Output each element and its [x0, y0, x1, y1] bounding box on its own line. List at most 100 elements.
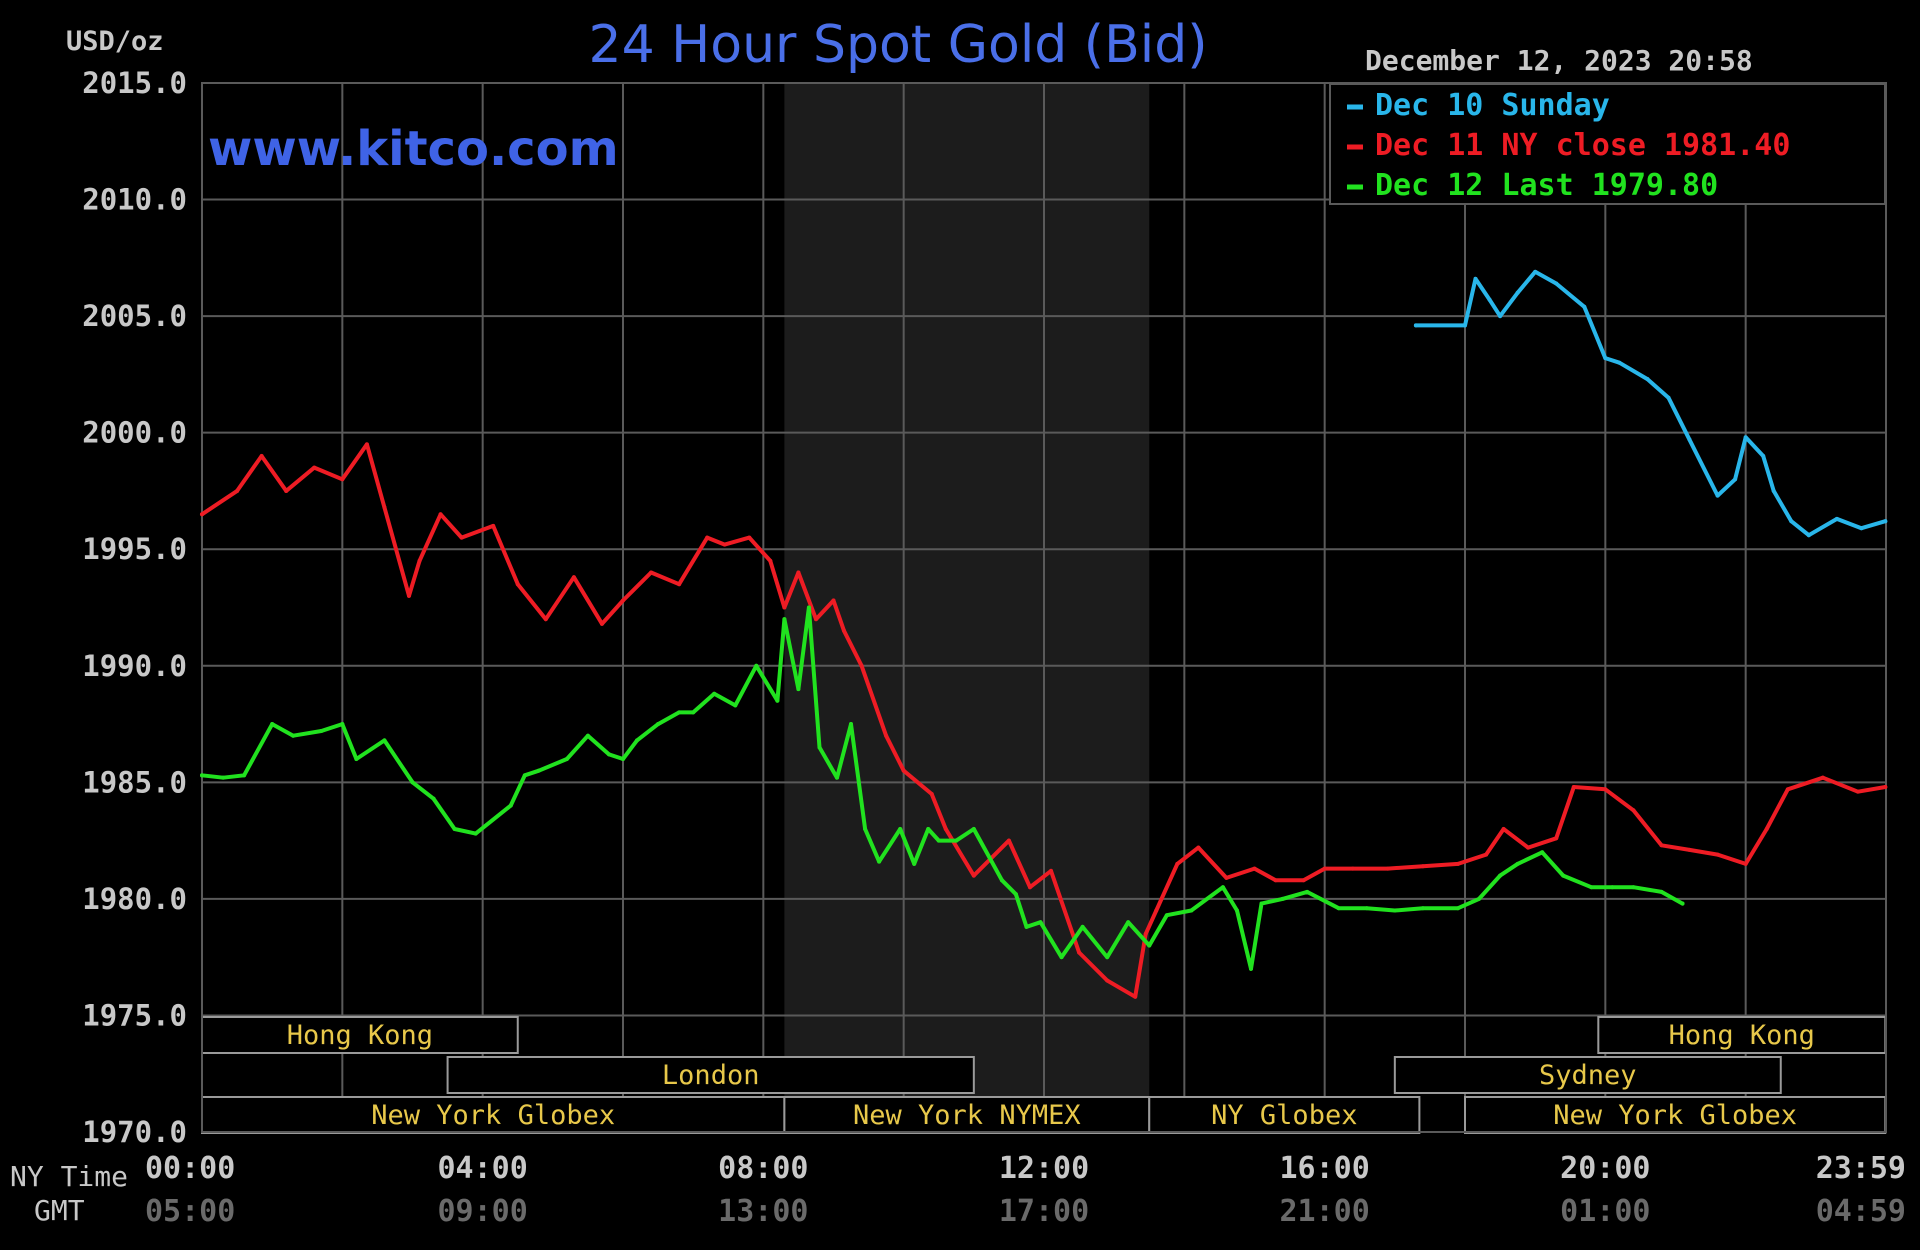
- series-point: [1659, 889, 1664, 894]
- session-box: [201, 1016, 519, 1054]
- series-point: [621, 757, 625, 762]
- x-tick-label-ny: 12:00: [999, 1151, 1089, 1186]
- series-point: [1336, 906, 1341, 911]
- series-point: [1077, 950, 1082, 955]
- unit-label: USD/oz: [66, 26, 164, 57]
- series-point: [1305, 889, 1310, 894]
- series-point: [1715, 852, 1720, 857]
- series-point: [1273, 878, 1278, 883]
- series-point: [382, 505, 387, 510]
- series-point: [431, 796, 436, 801]
- x-row-label-gmt: GMT: [34, 1194, 85, 1227]
- series-point: [1385, 866, 1390, 871]
- series-point: [796, 687, 801, 692]
- series-point: [452, 826, 457, 831]
- series-point: [1024, 924, 1029, 929]
- series-point: [508, 803, 513, 808]
- series-point: [1322, 866, 1327, 871]
- series-point: [242, 773, 247, 778]
- series-point: [1105, 955, 1110, 960]
- series-point: [842, 628, 847, 633]
- series-point: [1105, 978, 1110, 983]
- x-tick-label-gmt: 17:00: [999, 1194, 1089, 1229]
- series-point: [813, 617, 818, 622]
- series-point: [536, 768, 541, 773]
- series-point: [473, 831, 478, 836]
- session-box: [1393, 1056, 1782, 1094]
- series-point: [754, 663, 759, 668]
- series-point: [712, 691, 717, 696]
- x-tick-label-gmt: 04:59: [1816, 1194, 1906, 1229]
- series-point: [235, 488, 240, 493]
- series-point: [1420, 906, 1425, 911]
- series-point: [410, 780, 415, 785]
- series-point: [1771, 488, 1776, 493]
- series-point: [1392, 908, 1397, 913]
- y-axis: 2015.0 2010.0 2005.0 2000.0 1995.0 1990.0 1985…: [82, 66, 187, 1149]
- plot-frame: [201, 82, 1887, 1133]
- series-point: [1561, 873, 1566, 878]
- series-point: [1224, 875, 1229, 880]
- series-point: [1259, 901, 1264, 906]
- series-point: [1743, 435, 1748, 440]
- series-point: [877, 859, 882, 864]
- series-point: [1761, 453, 1766, 458]
- series-point: [782, 617, 787, 622]
- timestamp: December 12, 2023 20:58: [1365, 44, 1753, 77]
- series-point: [1666, 395, 1671, 400]
- series-point: [1571, 784, 1576, 789]
- series-point: [796, 570, 801, 575]
- series-point: [200, 512, 204, 517]
- series-point: [1498, 873, 1503, 878]
- series-point: [1610, 885, 1615, 890]
- series-point: [1687, 437, 1692, 442]
- series-point: [354, 757, 359, 762]
- series-point: [722, 542, 727, 547]
- series-point: [1834, 516, 1839, 521]
- series-point: [1413, 323, 1418, 328]
- x-tick-label-gmt: 13:00: [718, 1194, 808, 1229]
- series-point: [1487, 297, 1492, 302]
- series-point: [691, 710, 696, 715]
- series-point: [1540, 850, 1545, 855]
- session-label: New York NYMEX: [853, 1100, 1081, 1131]
- session-label: NY Globex: [1211, 1100, 1357, 1131]
- series-point: [1806, 533, 1811, 538]
- x-tick-label-ny: 23:59: [1816, 1151, 1906, 1186]
- series-point: [522, 773, 527, 778]
- series-point: [1147, 943, 1152, 948]
- series-point: [599, 621, 604, 626]
- series-point: [1631, 808, 1636, 813]
- series-point: [775, 698, 780, 703]
- series-point: [971, 873, 976, 878]
- series-point: [1533, 269, 1538, 274]
- series-point: [1883, 784, 1888, 789]
- series-point: [806, 605, 811, 610]
- y-tick-label: 2015.0: [82, 66, 187, 100]
- session-label: Hong Kong: [287, 1020, 433, 1051]
- website-watermark: www.kitco.com: [208, 121, 619, 177]
- series-point: [515, 582, 520, 587]
- y-tick-label: 1980.0: [82, 882, 187, 916]
- series-point: [1515, 290, 1520, 295]
- x-tick-label-gmt: 05:00: [145, 1194, 235, 1229]
- series-point: [621, 598, 625, 603]
- legend-entry: Dec 10 Sunday: [1375, 88, 1610, 123]
- y-tick-label: 2000.0: [82, 416, 187, 450]
- series-point: [571, 575, 576, 580]
- series-point: [1855, 789, 1860, 794]
- y-tick-label: 1990.0: [82, 649, 187, 683]
- series-point: [1133, 994, 1138, 999]
- series-point: [438, 512, 443, 517]
- series-point: [417, 558, 422, 563]
- series-point: [971, 826, 976, 831]
- series-point: [863, 826, 868, 831]
- series-point: [635, 738, 640, 743]
- x-tick-label-gmt: 09:00: [438, 1194, 528, 1229]
- series-point: [1603, 356, 1608, 361]
- session-box: [783, 1096, 1151, 1134]
- series-point: [1603, 787, 1608, 792]
- y-tick-label: 1970.0: [82, 1115, 187, 1149]
- y-tick-label: 1985.0: [82, 765, 187, 799]
